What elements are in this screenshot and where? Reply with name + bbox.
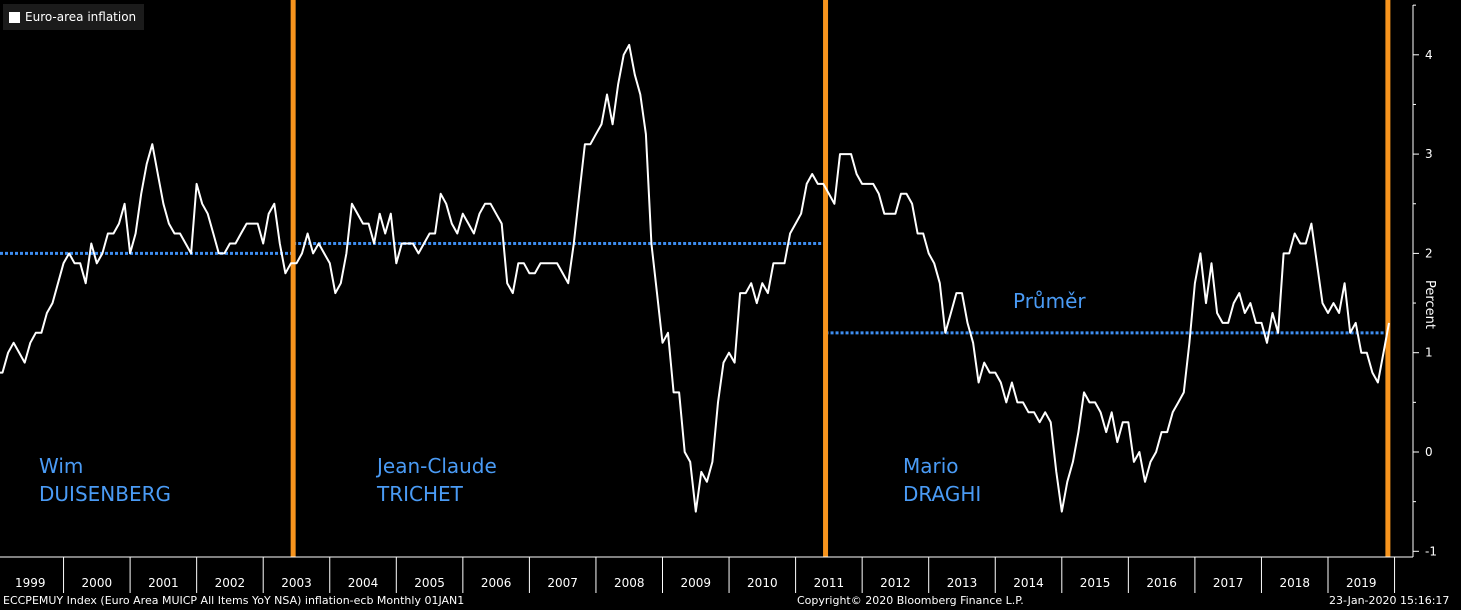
x-tick-label: 2011 [814,576,845,590]
president-last-name: TRICHET [376,482,464,506]
legend-label: Euro-area inflation [25,10,137,24]
legend: Euro-area inflation [3,4,145,30]
footer-copyright: Copyright© 2020 Bloomberg Finance L.P. [797,594,1024,607]
series-line-1 [0,43,1390,513]
x-tick-label: 2007 [547,576,578,590]
president-first-name: Mario [903,454,959,478]
y-tick-label: 4 [1425,48,1433,62]
x-tick-label: 2010 [747,576,778,590]
x-tick-label: 2012 [880,576,911,590]
y-tick-label: 2 [1425,246,1433,260]
x-tick-label: 2000 [82,576,113,590]
president-first-name: Jean-Claude [375,454,497,478]
x-tick-label: 2018 [1279,576,1310,590]
legend-swatch [9,11,20,23]
footer-ticker: ECCPEMUY Index (Euro Area MUICP All Item… [3,594,465,607]
x-tick-label: 2016 [1146,576,1177,590]
x-tick-label: 2017 [1213,576,1244,590]
x-tick-label: 2005 [414,576,445,590]
y-axis-label: Percent [1422,280,1437,329]
x-tick-label: 2003 [281,576,312,590]
y-tick-label: 1 [1425,346,1433,360]
mean-label: Průměr [1013,289,1086,313]
y-tick-label: 0 [1425,445,1433,459]
y-tick-label: 3 [1425,147,1433,161]
x-tick-label: 2006 [481,576,512,590]
x-tick-label: 2014 [1013,576,1044,590]
x-tick-label: 2001 [148,576,179,590]
president-first-name: Wim [39,454,83,478]
footer-timestamp: 23-Jan-2020 15:16:17 [1329,594,1450,607]
x-tick-label: 2019 [1346,576,1377,590]
x-tick-label: 2002 [215,576,246,590]
x-tick-label: 2004 [348,576,379,590]
x-tick-label: 2015 [1080,576,1111,590]
x-tick-label: 2008 [614,576,645,590]
x-tick-label: 1999 [15,576,46,590]
x-tick-label: 2013 [947,576,978,590]
president-last-name: DUISENBERG [39,482,171,506]
x-tick-label: 2009 [681,576,712,590]
y-tick-label: -1 [1425,544,1437,558]
president-last-name: DRAGHI [903,482,981,506]
